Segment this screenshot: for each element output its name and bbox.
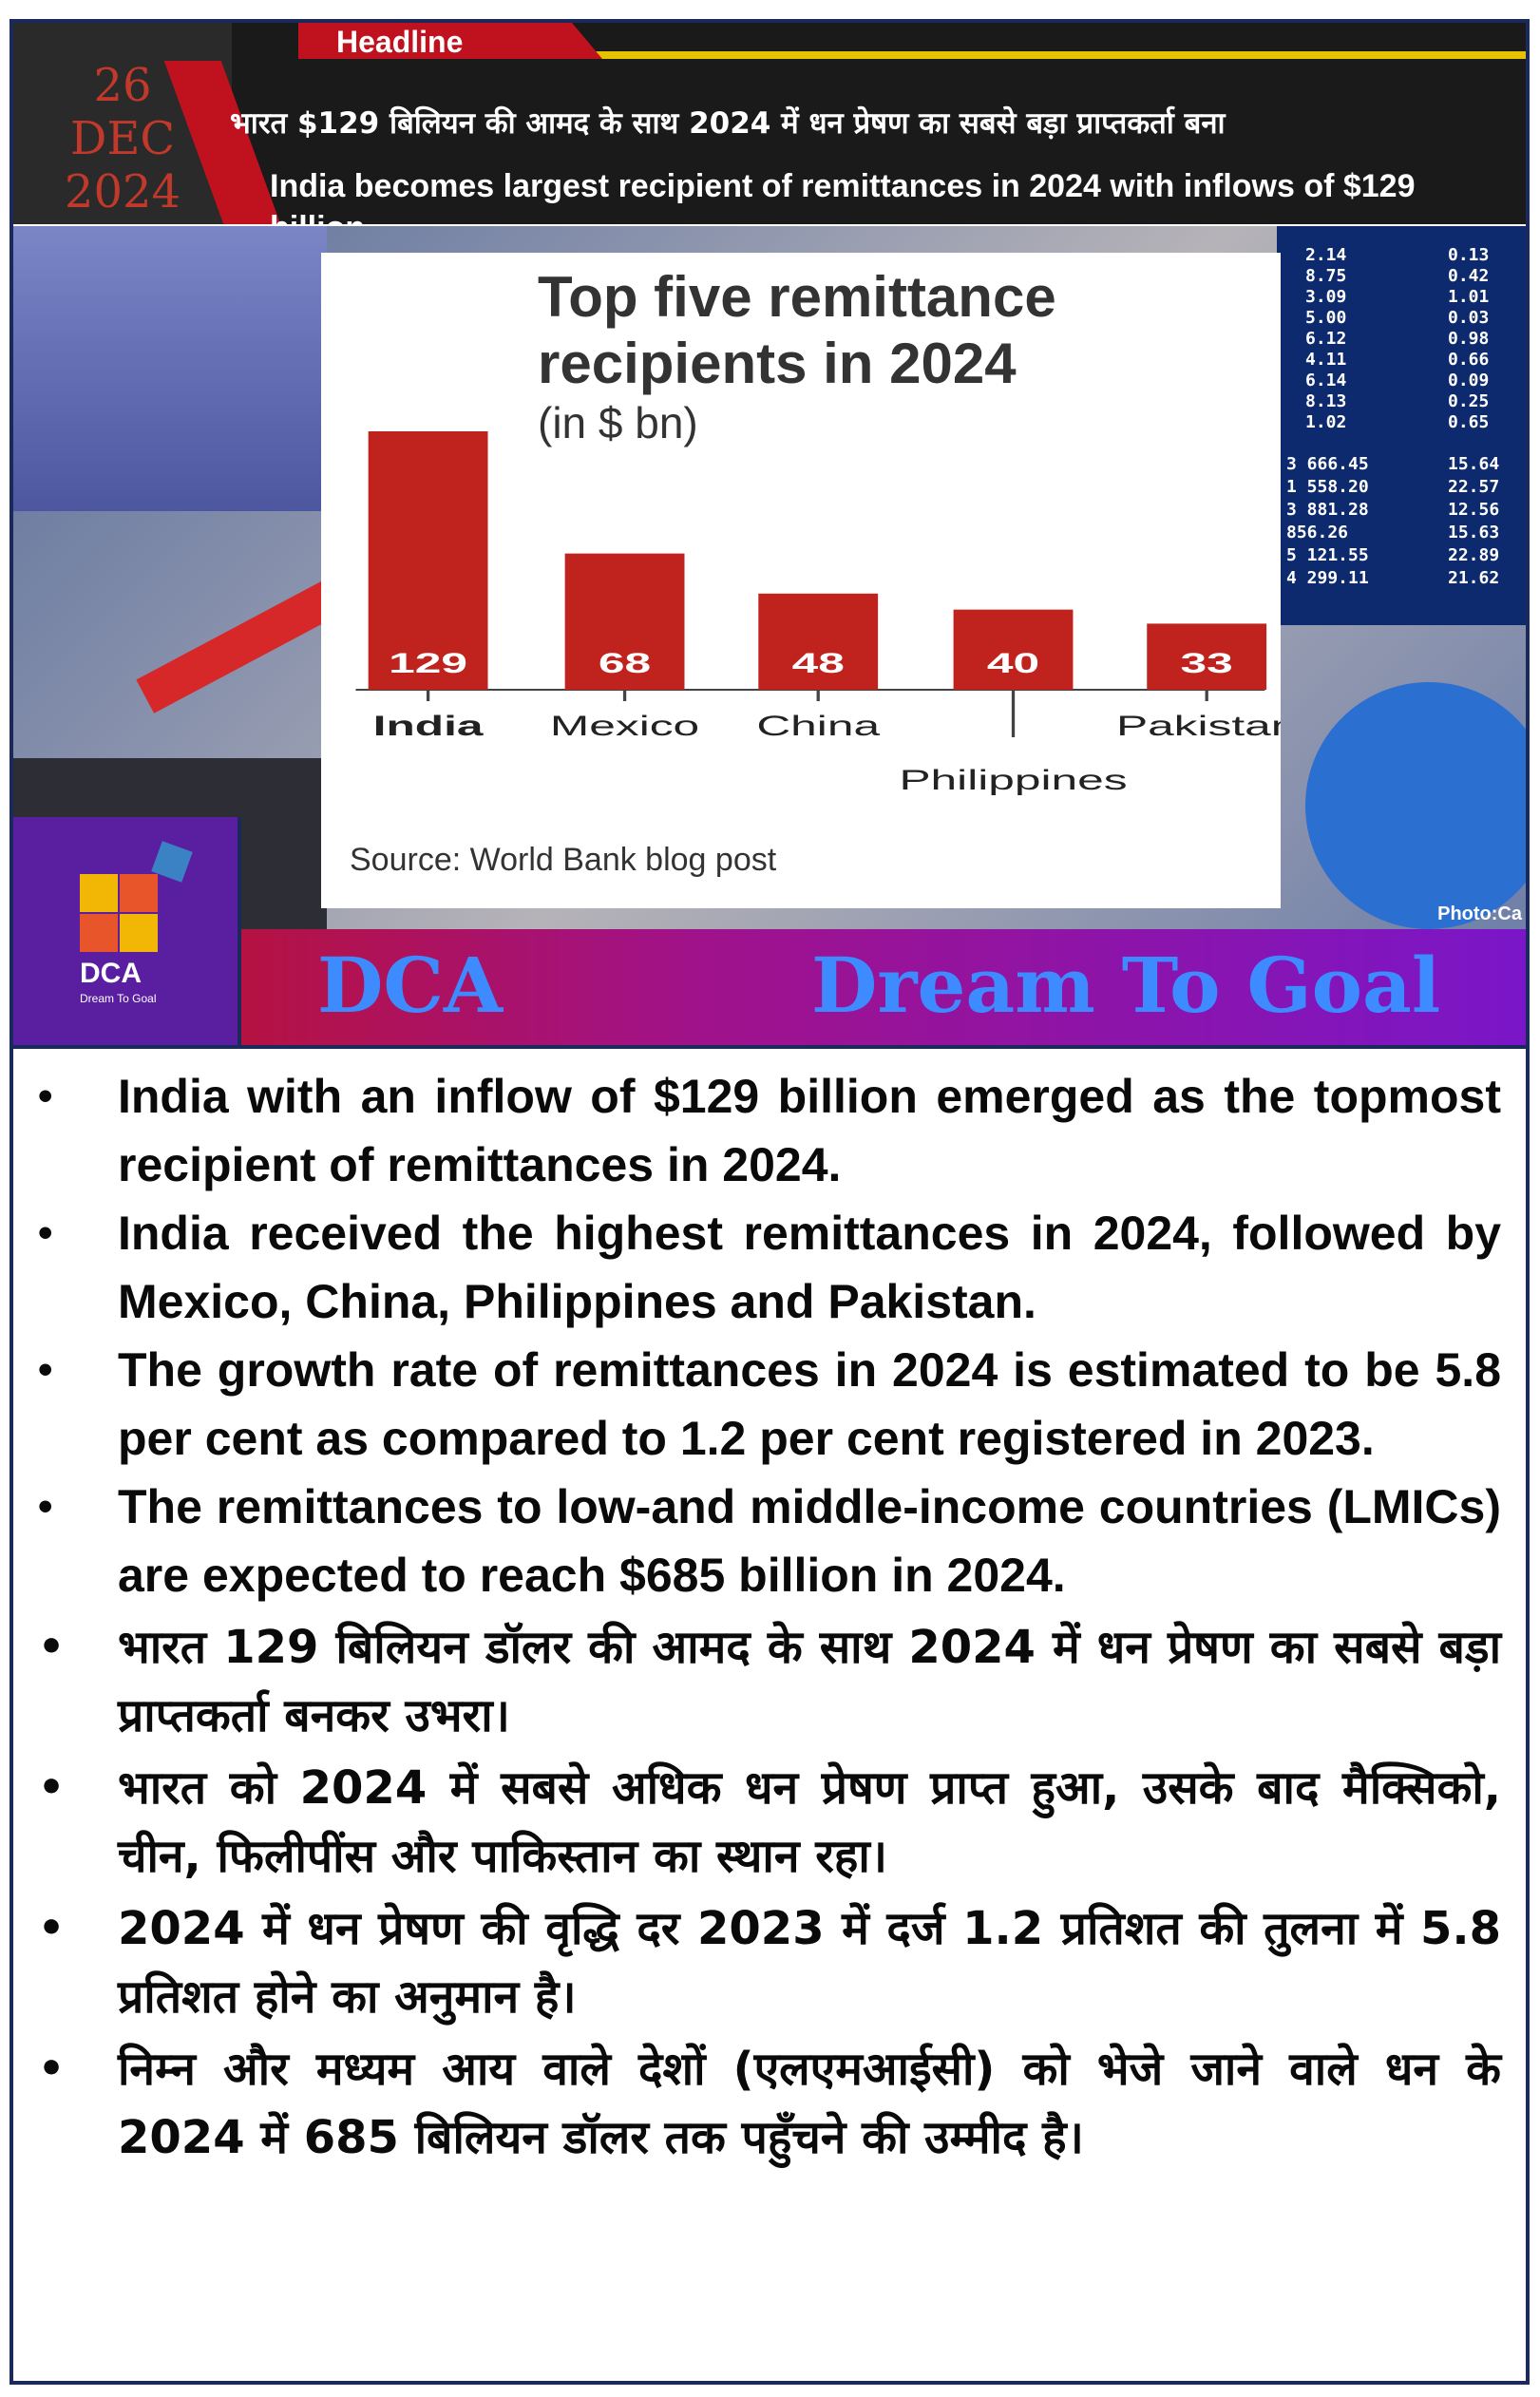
chart-source: Source: World Bank blog post bbox=[350, 842, 777, 878]
ticker-value: 3.09 bbox=[1305, 287, 1347, 307]
bullet-item: The remittances to low-and middle-income… bbox=[38, 1473, 1501, 1609]
bar-india bbox=[368, 431, 488, 690]
headline-header: 26 DEC 2024 Headline भारत $129 बिलियन की… bbox=[13, 23, 1526, 224]
ticker-value: 0.03 bbox=[1448, 308, 1490, 328]
headline-tab: Headline bbox=[298, 23, 602, 59]
bar-pakistan bbox=[1147, 623, 1267, 690]
bullet-item: India received the highest remittances i… bbox=[38, 1199, 1501, 1336]
bullet-item: India with an inflow of $129 billion eme… bbox=[38, 1062, 1501, 1199]
portfolio-value: 22.57 bbox=[1448, 477, 1500, 497]
bullet-list: India with an inflow of $129 billion eme… bbox=[38, 1062, 1501, 2172]
ticker-value: 0.42 bbox=[1448, 266, 1490, 286]
yellow-stripe-decoration bbox=[583, 51, 1526, 59]
category-label: Philippines bbox=[899, 764, 1127, 796]
ticker-value: 6.14 bbox=[1305, 371, 1347, 390]
portfolio-value: 21.62 bbox=[1448, 568, 1500, 588]
bullet-item: The growth rate of remittances in 2024 i… bbox=[38, 1336, 1501, 1473]
portfolio-value: 15.63 bbox=[1448, 523, 1500, 542]
portfolio-value: 12.56 bbox=[1448, 500, 1500, 520]
portfolio-value: 1 558.20 bbox=[1286, 477, 1369, 497]
ticker-value: 0.13 bbox=[1448, 245, 1490, 265]
ticker-value: 0.66 bbox=[1448, 350, 1490, 370]
bar-mexico bbox=[564, 553, 685, 690]
chart-svg: 129 India 68 Mexico 48 China 40 Philippines 33 Pa… bbox=[355, 431, 1281, 796]
ticker-value: 0.98 bbox=[1448, 329, 1490, 349]
date-year: 2024 bbox=[64, 165, 181, 219]
section-divider bbox=[13, 1045, 1526, 1049]
ticker-value: 1.01 bbox=[1448, 287, 1490, 307]
portfolio-value: 15.64 bbox=[1448, 454, 1500, 474]
bar-value-label: 33 bbox=[1181, 647, 1233, 679]
brand-right-text: Dream To Goal bbox=[811, 941, 1441, 1030]
brand-left-text: DCA bbox=[317, 941, 504, 1030]
headline-english: India becomes largest recipient of remit… bbox=[270, 168, 1416, 224]
ticker-value: 2.14 bbox=[1305, 245, 1347, 265]
bar-china bbox=[758, 593, 879, 690]
portfolio-value: 3 666.45 bbox=[1286, 454, 1369, 474]
ticker-value: 8.75 bbox=[1305, 266, 1347, 286]
laptop-screen-image bbox=[13, 226, 327, 511]
ticker-value: 0.65 bbox=[1448, 412, 1490, 432]
ticker-value: 0.09 bbox=[1448, 371, 1490, 390]
brand-bar: DCA Dream To Goal bbox=[13, 929, 1526, 1045]
ticker-value: 5.00 bbox=[1305, 308, 1347, 328]
dca-logo: DCA Dream To Goal bbox=[13, 817, 241, 1045]
category-label: Pakistan bbox=[1116, 710, 1281, 742]
stock-ticker-image: 2.14 8.75 3.09 5.00 6.12 4.11 6.14 8.13 1.02 0.13… bbox=[1277, 226, 1526, 625]
portfolio-value: 856.26 bbox=[1286, 523, 1349, 542]
logo-tagline: Dream To Goal bbox=[80, 992, 157, 1005]
portfolio-value: 22.89 bbox=[1448, 545, 1500, 565]
ticker-value: 1.02 bbox=[1305, 412, 1347, 432]
logo-text: DCA bbox=[80, 958, 142, 989]
bar-philippines bbox=[953, 609, 1074, 690]
category-label: China bbox=[756, 710, 880, 742]
date-month: DEC bbox=[69, 112, 176, 165]
bar-value-label: 129 bbox=[389, 647, 467, 679]
bar-value-label: 48 bbox=[792, 647, 845, 679]
bullet-item: भारत को 2024 में सबसे अधिक धन प्रेषण प्र… bbox=[38, 1754, 1501, 1891]
chart-subtitle: (in $ bn) bbox=[538, 398, 698, 447]
ticker-value: 8.13 bbox=[1305, 391, 1347, 411]
headline-tab-label: Headline bbox=[336, 25, 464, 59]
photo-credit: Photo:Ca bbox=[1437, 904, 1522, 924]
page-frame bbox=[10, 19, 1530, 2385]
portfolio-value: 5 121.55 bbox=[1286, 545, 1369, 565]
bar-value-label: 40 bbox=[987, 647, 1039, 679]
date-day: 26 bbox=[93, 59, 152, 112]
chart-title: Top five remittance recipients in 2024 bbox=[538, 265, 1056, 395]
category-label: India bbox=[373, 710, 485, 742]
ticker-value: 4.11 bbox=[1305, 350, 1347, 370]
bullet-item: 2024 में धन प्रेषण की वृद्धि दर 2023 में… bbox=[38, 1894, 1501, 2031]
remittance-chart: 129 India 68 Mexico 48 China 40 Philippines 33 Pa… bbox=[321, 253, 1281, 908]
portfolio-value: 4 299.11 bbox=[1286, 568, 1369, 588]
category-label: Mexico bbox=[550, 710, 699, 742]
puzzle-icon bbox=[80, 841, 193, 952]
ticker-value: 0.25 bbox=[1448, 391, 1490, 411]
headline-hindi: भारत $129 बिलियन की आमद के साथ 2024 में … bbox=[230, 106, 1226, 141]
bullet-item: निम्न और मध्यम आय वाले देशों (एलएमआईसी) … bbox=[38, 2035, 1501, 2172]
ticker-value: 6.12 bbox=[1305, 329, 1347, 349]
portfolio-value: 3 881.28 bbox=[1286, 500, 1369, 520]
pie-chart-image bbox=[1305, 682, 1526, 929]
bar-value-label: 68 bbox=[599, 647, 651, 679]
bullet-item: भारत 129 बिलियन डॉलर की आमद के साथ 2024 … bbox=[38, 1613, 1501, 1750]
